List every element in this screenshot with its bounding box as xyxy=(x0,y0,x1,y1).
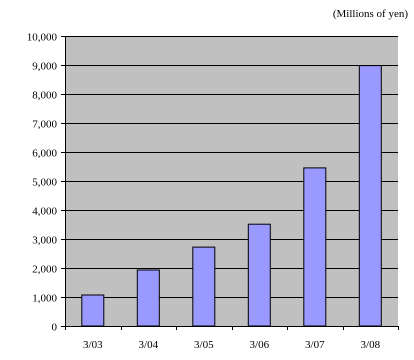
y-tick-label: 2,000 xyxy=(32,264,57,276)
x-tick-label: 3/03 xyxy=(83,339,103,351)
y-tick-label: 4,000 xyxy=(32,206,57,218)
x-tick-labels: 3/03 3/04 3/05 3/06 3/07 3/08 xyxy=(65,326,399,351)
bar-3-06 xyxy=(247,223,271,327)
x-tick-label: 3/08 xyxy=(361,339,381,351)
x-tick-label: 3/07 xyxy=(305,339,325,351)
bars xyxy=(81,65,382,327)
y-tick-label: 1,000 xyxy=(32,293,57,305)
x-tick-label: 3/06 xyxy=(250,339,270,351)
bar-3-03 xyxy=(81,294,105,327)
y-tick-label: 6,000 xyxy=(32,148,57,160)
y-tick-label: 7,000 xyxy=(32,119,57,131)
bar-3-07 xyxy=(303,167,327,327)
x-tick-label: 3/05 xyxy=(194,339,214,351)
y-tick-label: 8,000 xyxy=(32,90,57,102)
y-tick-labels: 0 1,000 2,000 3,000 4,000 5,000 6,000 7,000 8,00… xyxy=(27,32,65,334)
unit-label: (Millions of yen) xyxy=(332,8,408,20)
axes xyxy=(65,36,398,327)
y-tick-label: 5,000 xyxy=(32,177,57,189)
y-tick-label: 9,000 xyxy=(32,61,57,73)
bar-3-04 xyxy=(136,269,160,327)
y-tick-label: 3,000 xyxy=(32,235,57,247)
gridlines xyxy=(65,36,398,298)
bar-3-05 xyxy=(192,246,216,327)
y-tick-label: 10,000 xyxy=(27,32,58,44)
bar-3-08 xyxy=(358,65,382,327)
y-tick-label: 0 xyxy=(52,322,58,334)
x-tick-label: 3/04 xyxy=(139,339,159,351)
